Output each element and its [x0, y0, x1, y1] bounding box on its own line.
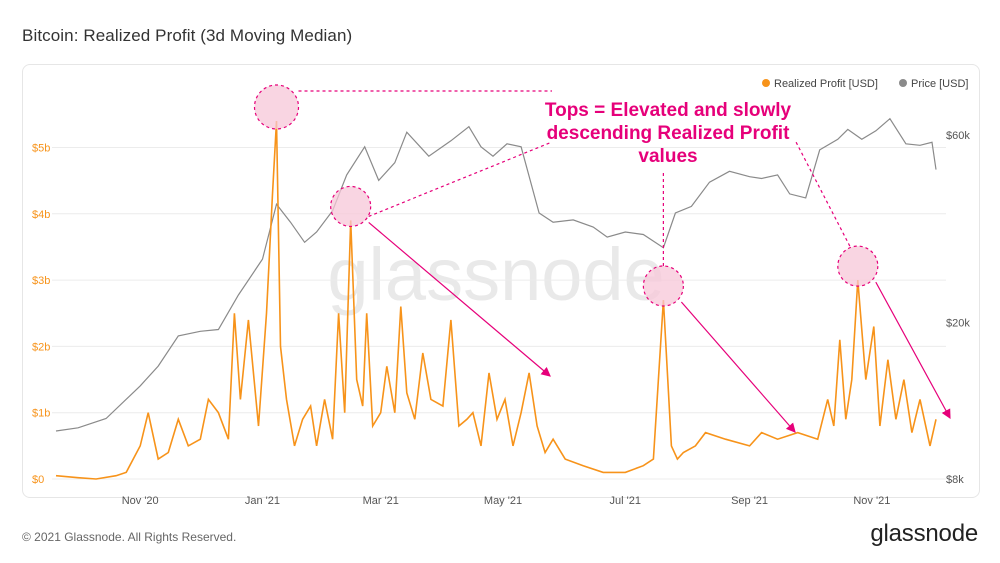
annotations [253, 84, 951, 433]
x-tick-label: Nov '21 [853, 495, 890, 507]
glassnode-logo: glassnode [870, 520, 978, 547]
x-tick-label: May '21 [484, 495, 522, 507]
trend-arrow [368, 221, 551, 377]
x-tick-label: Nov '20 [122, 495, 159, 507]
x-axis: Nov '20 Jan '21 Mar '21 May '21 Jul '21 Sep '… [122, 495, 891, 507]
annotation-line-3: values [638, 146, 697, 167]
x-tick-label: Mar '21 [363, 495, 399, 507]
legend-label-price: Price [USD] [911, 78, 968, 90]
legend: Realized Profit [USD] Price [USD] [762, 78, 968, 90]
annotation-dashed-line [795, 141, 851, 247]
annotation-line-1: Tops = Elevated and slowly [545, 100, 792, 121]
y-left-tick-label: $3b [32, 275, 50, 287]
y-left-tick-label: $0 [32, 474, 44, 486]
y-right-tick-label: $60k [946, 130, 970, 142]
watermark: glassnode [327, 233, 664, 316]
y-right-tick-label: $8k [946, 474, 964, 486]
legend-marker-realized-profit [762, 79, 770, 87]
annotation-line-2: descending Realized Profit [547, 123, 790, 144]
peak-highlight-circle [330, 185, 372, 228]
y-axis-right: $8k $20k $60k [946, 130, 970, 486]
y-left-tick-label: $1b [32, 408, 50, 420]
peak-highlight-circle [253, 84, 300, 130]
x-tick-label: Sep '21 [731, 495, 768, 507]
trend-arrow [680, 301, 796, 433]
price-series-line [55, 117, 937, 432]
annotation-text-block: Tops = Elevated and slowly descending Re… [545, 100, 792, 167]
y-axis-left: $0 $1b $2b $3b $4b $5b [32, 143, 50, 487]
legend-label-realized-profit: Realized Profit [USD] [774, 78, 878, 90]
trend-arrow [875, 281, 951, 420]
annotation-dashed-line [368, 141, 553, 217]
y-right-tick-label: $20k [946, 318, 970, 330]
x-tick-label: Jan '21 [245, 495, 280, 507]
y-left-tick-label: $5b [32, 143, 50, 155]
realized-profit-series-line [55, 120, 937, 480]
legend-marker-price [899, 79, 907, 87]
grid-lines [52, 147, 946, 480]
chart-title: Bitcoin: Realized Profit (3d Moving Medi… [22, 26, 353, 45]
peak-highlight-circle [642, 265, 684, 307]
peak-highlight-circle [837, 245, 879, 287]
y-left-tick-label: $2b [32, 341, 50, 353]
x-tick-label: Jul '21 [610, 495, 641, 507]
copyright-text: © 2021 Glassnode. All Rights Reserved. [22, 530, 237, 544]
y-left-tick-label: $4b [32, 209, 50, 221]
